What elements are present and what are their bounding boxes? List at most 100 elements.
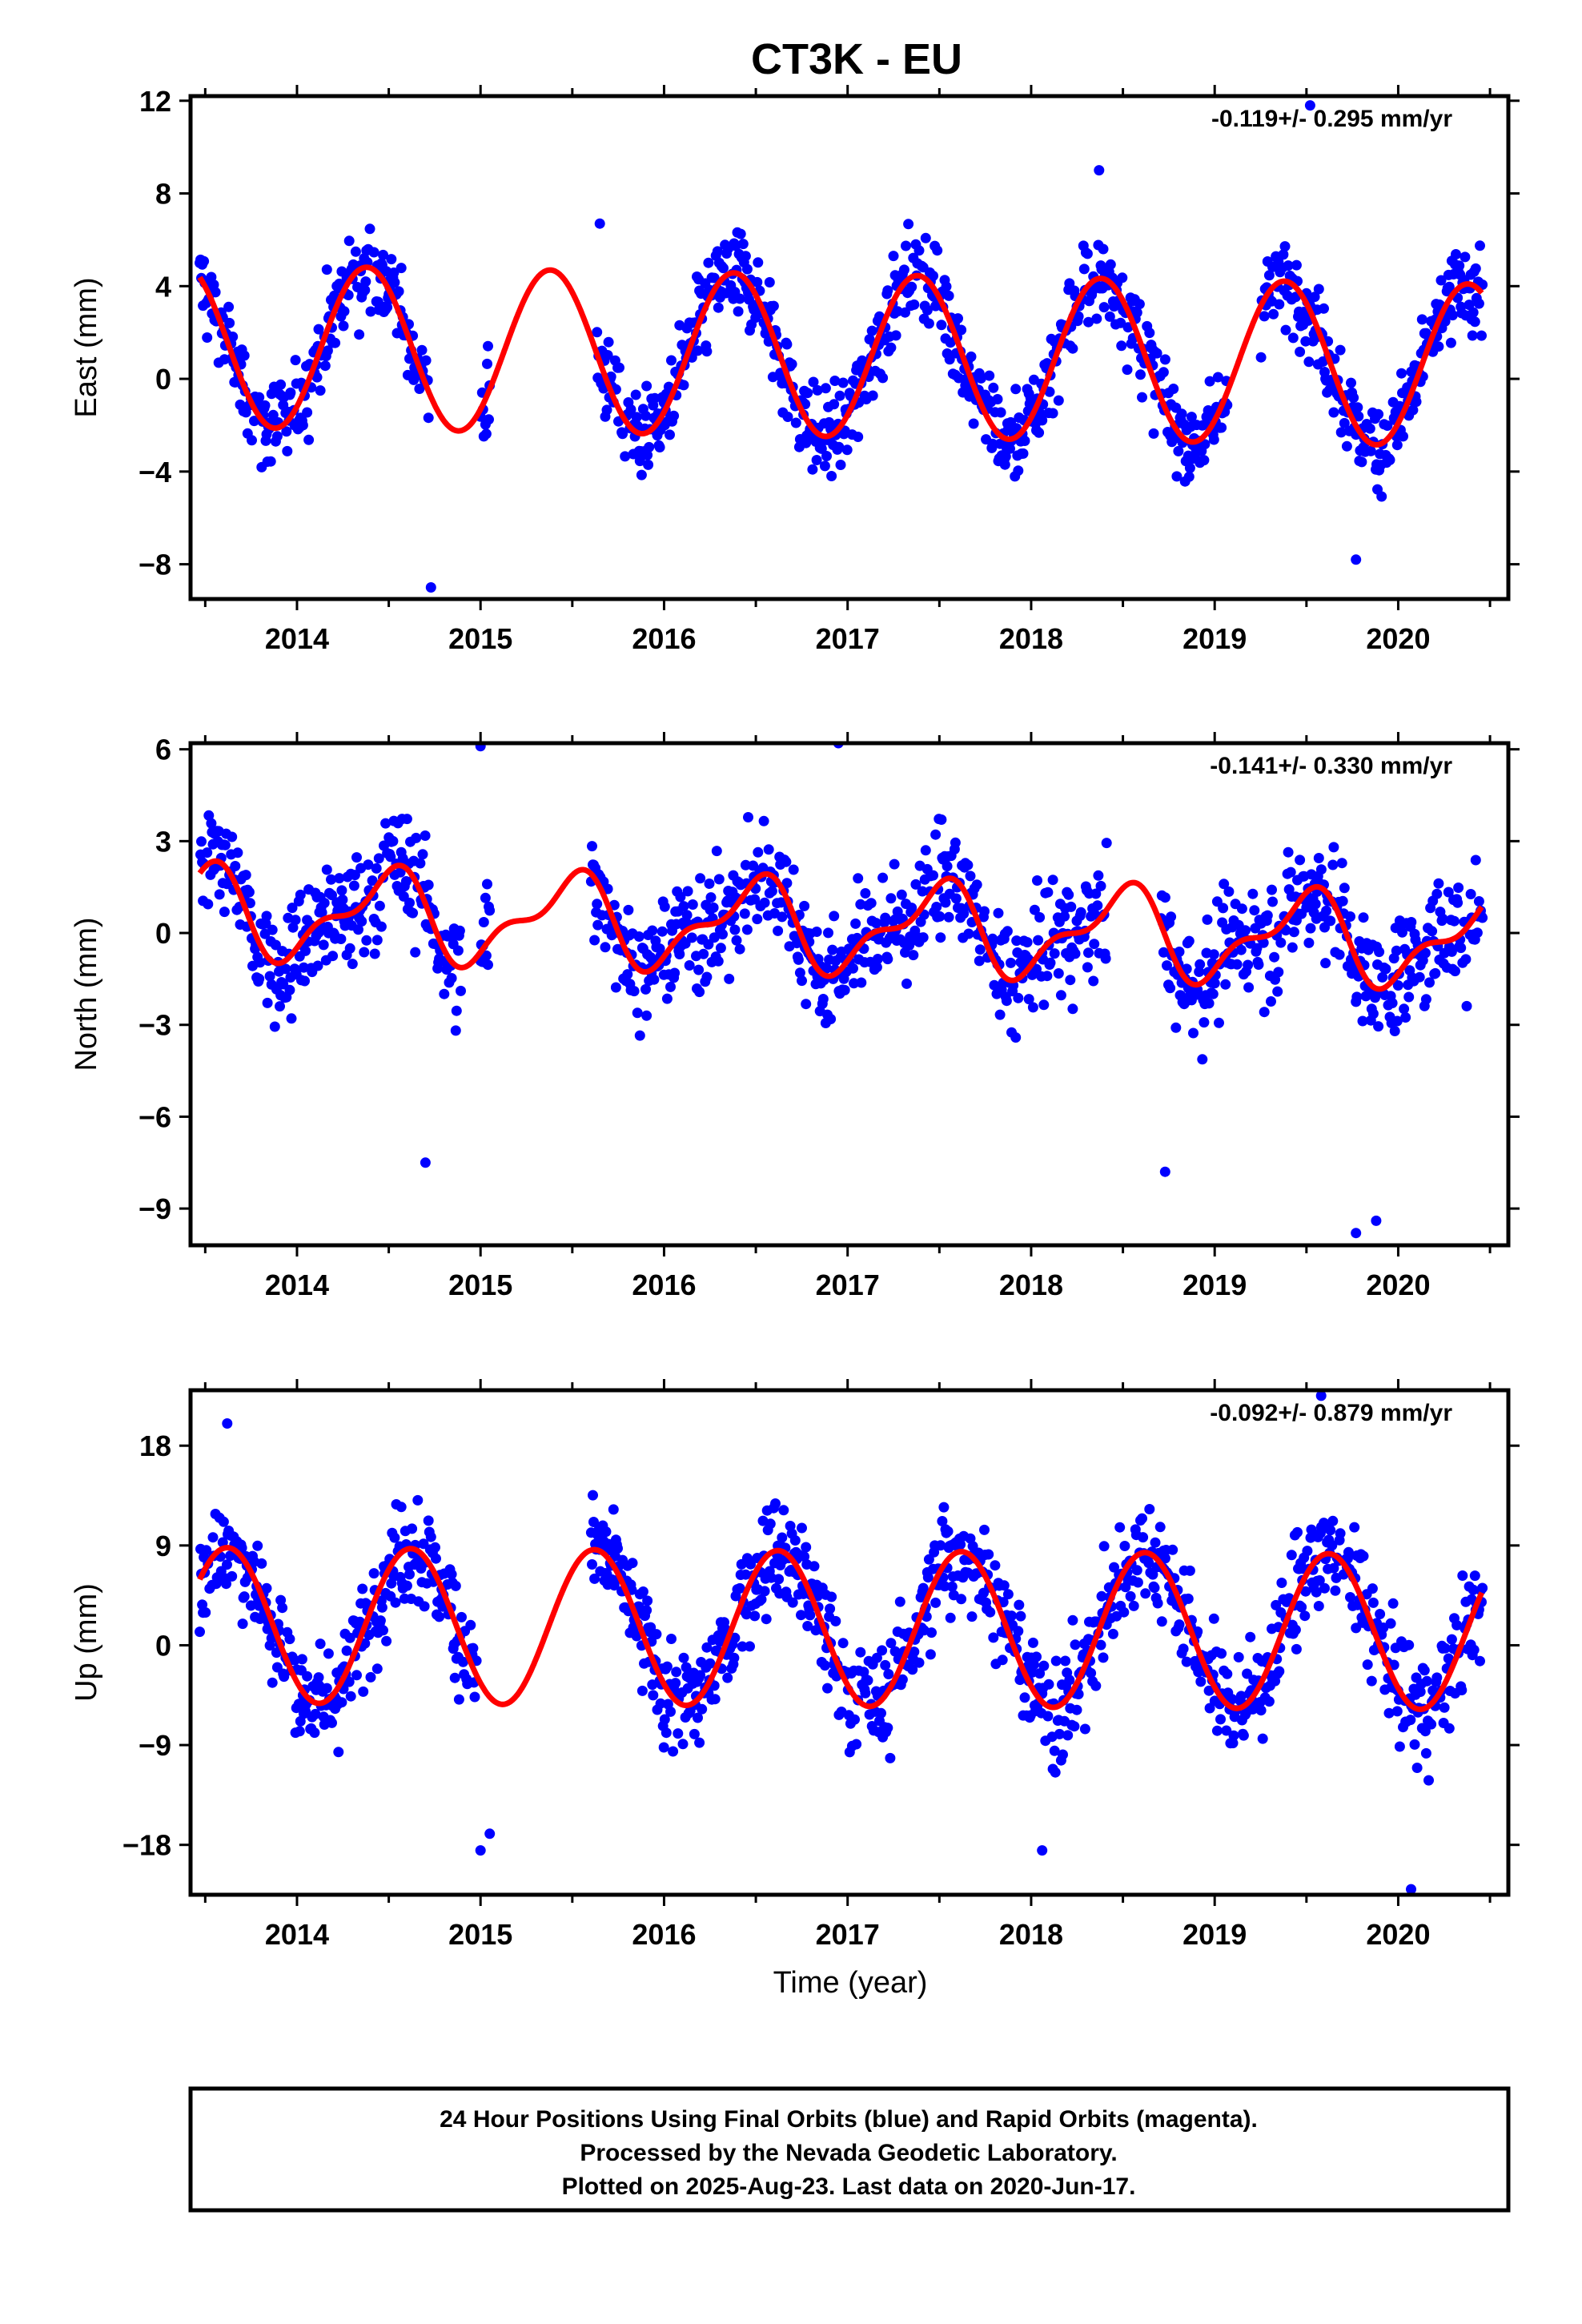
- data-point: [1302, 1546, 1313, 1557]
- data-point: [1144, 1504, 1155, 1514]
- data-point: [764, 277, 775, 287]
- data-point: [1094, 165, 1105, 176]
- data-point: [321, 864, 332, 875]
- data-point: [1460, 251, 1471, 263]
- data-point: [821, 451, 832, 461]
- data-point: [1447, 310, 1458, 321]
- data-point: [478, 917, 489, 927]
- data-point: [1406, 917, 1417, 927]
- data-point: [1022, 937, 1033, 948]
- data-point: [1419, 1726, 1431, 1737]
- data-point: [799, 1551, 810, 1562]
- data-point: [1266, 996, 1276, 1007]
- data-point: [1446, 1634, 1457, 1645]
- data-point: [860, 1687, 871, 1699]
- data-point: [701, 1642, 713, 1653]
- model-curve: [197, 858, 1484, 992]
- data-point: [425, 1531, 436, 1542]
- observation-points: [195, 743, 1488, 1239]
- data-point: [799, 900, 810, 911]
- data-point: [1159, 892, 1170, 903]
- data-point: [327, 890, 337, 901]
- data-point: [1373, 1021, 1384, 1032]
- data-point: [968, 418, 979, 429]
- data-point: [1330, 1585, 1341, 1596]
- data-point: [294, 1726, 305, 1737]
- data-point: [1433, 878, 1444, 889]
- data-point: [871, 962, 882, 973]
- data-point: [1095, 1639, 1106, 1651]
- data-point: [694, 1737, 705, 1748]
- data-point: [897, 1674, 908, 1685]
- rate-annotation: -0.092+/- 0.879 mm/yr: [1210, 1400, 1452, 1426]
- data-point: [390, 1597, 401, 1608]
- data-point: [1255, 1705, 1267, 1716]
- data-point: [625, 404, 636, 415]
- data-point: [407, 1523, 418, 1534]
- data-point: [1431, 1672, 1443, 1683]
- data-point: [956, 1594, 967, 1605]
- data-point: [359, 947, 370, 958]
- data-point: [302, 1671, 313, 1682]
- data-point: [827, 944, 838, 955]
- data-point: [1325, 1525, 1336, 1536]
- data-point: [237, 1618, 248, 1630]
- data-point: [684, 960, 695, 971]
- data-point: [741, 924, 753, 935]
- data-point: [1271, 1599, 1282, 1610]
- data-point: [353, 924, 363, 935]
- rate-annotation: -0.141+/- 0.330 mm/yr: [1210, 753, 1452, 779]
- plot-frame: [188, 94, 1511, 601]
- data-point: [937, 1516, 948, 1526]
- data-point: [983, 1549, 994, 1560]
- data-point: [1070, 948, 1081, 959]
- data-point: [644, 441, 655, 452]
- data-point: [411, 832, 422, 843]
- data-point: [1235, 1691, 1247, 1702]
- data-point: [282, 445, 293, 456]
- data-point: [1449, 915, 1460, 927]
- data-point: [1465, 889, 1476, 899]
- data-point: [837, 377, 849, 388]
- data-point: [956, 324, 967, 336]
- data-point: [386, 254, 397, 265]
- data-point: [484, 414, 494, 425]
- data-point: [1064, 1675, 1075, 1686]
- data-point: [348, 880, 359, 891]
- data-point: [839, 984, 850, 995]
- data-point: [778, 1505, 789, 1516]
- data-point: [826, 471, 837, 481]
- data-point: [1181, 963, 1192, 975]
- data-point: [1367, 1597, 1379, 1608]
- data-point: [729, 924, 741, 935]
- data-point: [1454, 260, 1465, 271]
- data-point: [1066, 901, 1077, 912]
- data-point: [1242, 1668, 1253, 1679]
- data-point: [681, 910, 693, 921]
- data-point: [890, 330, 901, 341]
- footer-line-3: Plotted on 2025-Aug-23. Last data on 202…: [562, 2173, 1136, 2200]
- data-point: [356, 916, 367, 927]
- data-point: [855, 1647, 866, 1658]
- data-point: [1131, 1565, 1142, 1576]
- data-point: [1263, 270, 1275, 281]
- data-point: [718, 263, 729, 274]
- data-point: [1287, 332, 1299, 344]
- y-tick-label: 9: [155, 1530, 171, 1562]
- data-point: [689, 1728, 700, 1739]
- data-point: [358, 1686, 369, 1697]
- data-point: [416, 344, 428, 356]
- y-tick-label: 12: [139, 85, 171, 118]
- data-point: [811, 927, 822, 937]
- data-point: [254, 392, 265, 403]
- data-point: [1283, 846, 1294, 858]
- data-point: [851, 1739, 862, 1750]
- data-point: [1476, 330, 1487, 341]
- data-point: [1240, 925, 1251, 936]
- data-point: [1319, 1582, 1330, 1594]
- data-point: [1168, 384, 1179, 394]
- data-point: [701, 971, 713, 983]
- data-point: [962, 859, 974, 870]
- data-point: [1042, 971, 1053, 982]
- data-point: [239, 350, 250, 361]
